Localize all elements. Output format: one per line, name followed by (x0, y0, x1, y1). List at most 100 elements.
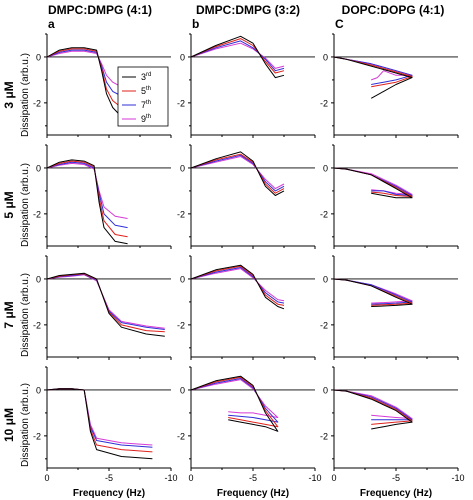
panel-r2-c3-series-3rd (333, 167, 413, 199)
panel-r1-c1: 0 -2 (33, 33, 172, 138)
panel-r2-c2-series-9th (190, 156, 285, 190)
panel-r4-c2-x-tick-label: -10 (308, 473, 321, 483)
panel-r1-c3-series-9th (333, 56, 413, 81)
panel-r1-c3: 0 -2 (320, 33, 459, 138)
panel-r1-c2-series-9th (190, 42, 285, 69)
panel-r1-c3-y-tick-label: -2 (320, 98, 328, 108)
panel-r3-c1-series-9th (46, 274, 165, 329)
panel-r3-c2-y-tick-label: 0 (180, 274, 185, 284)
row-label-7um: 7 μM (2, 301, 16, 328)
row-label-3um: 3 μM (2, 81, 16, 108)
panel-r4-c2-series-3rd (190, 375, 279, 432)
panel-r1-c1-series-3rd (46, 47, 128, 120)
panel-r4-c3-y-tick-label: 0 (323, 385, 328, 395)
panel-r3-c1-y-tick-label: -2 (33, 320, 41, 330)
panel-r3-c2-series-7th (190, 267, 285, 304)
panel-r2-c1-series-7th (46, 161, 128, 229)
y-axis-label-row2: Dissipation (arb.u.) (20, 163, 31, 247)
panel-r1-c3-y-tick-label: 0 (323, 52, 328, 62)
panel-r2-c2-series-7th (190, 154, 285, 192)
panel-r1-c2-y-tick-label: -2 (177, 98, 185, 108)
legend-entry-9th: 9th (141, 114, 151, 124)
column-header-b: DMPC:DMPG (3:2) (196, 3, 300, 17)
panel-r1-c2-y-tick-label: 0 (180, 52, 185, 62)
panel-r4-c1-series-3rd (46, 388, 153, 460)
panel-r3-c3-series-3rd (333, 278, 413, 307)
panel-r3-c2-series-9th (190, 268, 285, 302)
panel-r3-c2-series-5th (190, 265, 285, 306)
panel-r3-c3-series-7th (333, 278, 413, 305)
panel-r4-c3-y-tick-label: -2 (320, 431, 328, 441)
panel-r1-c1-y-tick-label: -2 (33, 98, 41, 108)
panel-r2-c3-y-tick-label: 0 (323, 163, 328, 173)
panel-r4-c2-x-tick-label: -5 (249, 473, 257, 483)
panel-r4-c1-x-tick-label: -10 (164, 473, 177, 483)
panel-r3-c1-series-5th (46, 273, 165, 333)
panel-r2-c2-y-tick-label: -2 (177, 209, 185, 219)
panel-r3-c1-y-tick-label: 0 (36, 274, 41, 284)
panel-r4-c3-x-tick-label: 0 (331, 473, 336, 483)
row-label-5um: 5 μM (2, 191, 16, 218)
panel-r1-c2-series-7th (190, 40, 285, 72)
x-axis-label-a: Frequency (Hz) (73, 488, 145, 499)
legend-entry-3rd: 3rd (141, 72, 151, 82)
panel-r4-c1-x-tick-label: -5 (105, 473, 113, 483)
panel-r4-c1-y-tick-label: 0 (36, 385, 41, 395)
panel-r3-c3-y-tick-label: 0 (323, 274, 328, 284)
panel-r4-c3-x-tick-label: -10 (451, 473, 464, 483)
panel-letter-a: a (48, 17, 55, 31)
row-label-10um: 10 μM (2, 408, 16, 442)
panel-r1-c1-y-tick-label: 0 (36, 52, 41, 62)
x-axis-label-b: Frequency (Hz) (217, 488, 289, 499)
panel-r4-c2-series-5th (190, 376, 279, 428)
panel-r3-c3-y-tick-label: -2 (320, 320, 328, 330)
panels: 0-20-20-20-20-20-20-20-20-20-20 -5 -100-20… (33, 33, 465, 483)
panel-r3-c2-y-tick-label: -2 (177, 320, 185, 330)
y-axis-label-row1: Dissipation (arb.u.) (20, 53, 31, 137)
panel-r2-c2-series-3rd (190, 151, 285, 196)
panel-r2-c1: 0 -2 (33, 144, 172, 249)
legend-entry-7th: 7th (141, 100, 151, 110)
panel-r2-c1-series-9th (46, 162, 128, 219)
panel-r3-c2: 0 -2 (177, 255, 316, 360)
panel-r2-c1-y-tick-label: 0 (36, 163, 41, 173)
panel-letter-b: b (192, 17, 199, 31)
panel-r3-c2-series-3rd (190, 264, 285, 310)
panel-r2-c2: 0 -2 (177, 144, 316, 249)
panel-r4-c2-series-9th (190, 379, 279, 418)
legend: 3rd 5th 7th 9th (117, 66, 169, 127)
y-axis-label-row4: Dissipation (arb.u.) (20, 383, 31, 467)
panel-r4-c2-x-tick-label: 0 (188, 473, 193, 483)
panel-r1-c2-series-5th (190, 38, 285, 74)
panel-r2-c2-y-tick-label: 0 (180, 163, 185, 173)
y-axis-label-row3: Dissipation (arb.u.) (20, 273, 31, 357)
panel-letter-c: C (335, 17, 344, 31)
panel-r2-c3-y-tick-label: -2 (320, 209, 328, 219)
panel-r4-c3: 0 -2 0 -5 -10 (320, 366, 465, 483)
panel-r2-c1-y-tick-label: -2 (33, 209, 41, 219)
panel-r4-c1-series-5th (46, 388, 153, 453)
panel-r3-c3: 0 -2 (320, 255, 459, 360)
panel-r4-c2-y-tick-label: -2 (177, 431, 185, 441)
panel-r1-c2: 0 -2 (177, 33, 316, 138)
panel-r3-c1: 0 -2 (33, 255, 172, 360)
panel-r4-c3-series-3rd (333, 389, 413, 430)
column-header-c: DOPC:DOPG (4:1) (342, 3, 445, 17)
legend-entry-5th: 5th (141, 86, 151, 96)
x-axis-label-c: Frequency (Hz) (360, 488, 432, 499)
panel-r3-c1-series-3rd (46, 272, 165, 337)
panel-r4-c1-x-tick-label: 0 (44, 473, 49, 483)
panel-r2-c3: 0 -2 (320, 144, 459, 249)
panel-r1-c2-series-3rd (190, 35, 285, 79)
panel-r4-c2-y-tick-label: 0 (180, 385, 185, 395)
panel-r4-c2: 0 -2 0 -5 -10 (177, 366, 322, 483)
panel-r1-c3-series-3rd (333, 56, 413, 99)
panel-r4-c3-x-tick-label: -5 (392, 473, 400, 483)
panel-r4-c1-series-9th (46, 388, 153, 446)
panel-r4-c1: 0 -2 0 -5 -10 (33, 366, 178, 483)
panel-r1-c1-series-5th (46, 48, 128, 111)
panel-r4-c2-series-7th (190, 378, 279, 423)
column-header-a: DMPC:DMPG (4:1) (48, 3, 152, 17)
panel-r4-c1-y-tick-label: -2 (33, 431, 41, 441)
